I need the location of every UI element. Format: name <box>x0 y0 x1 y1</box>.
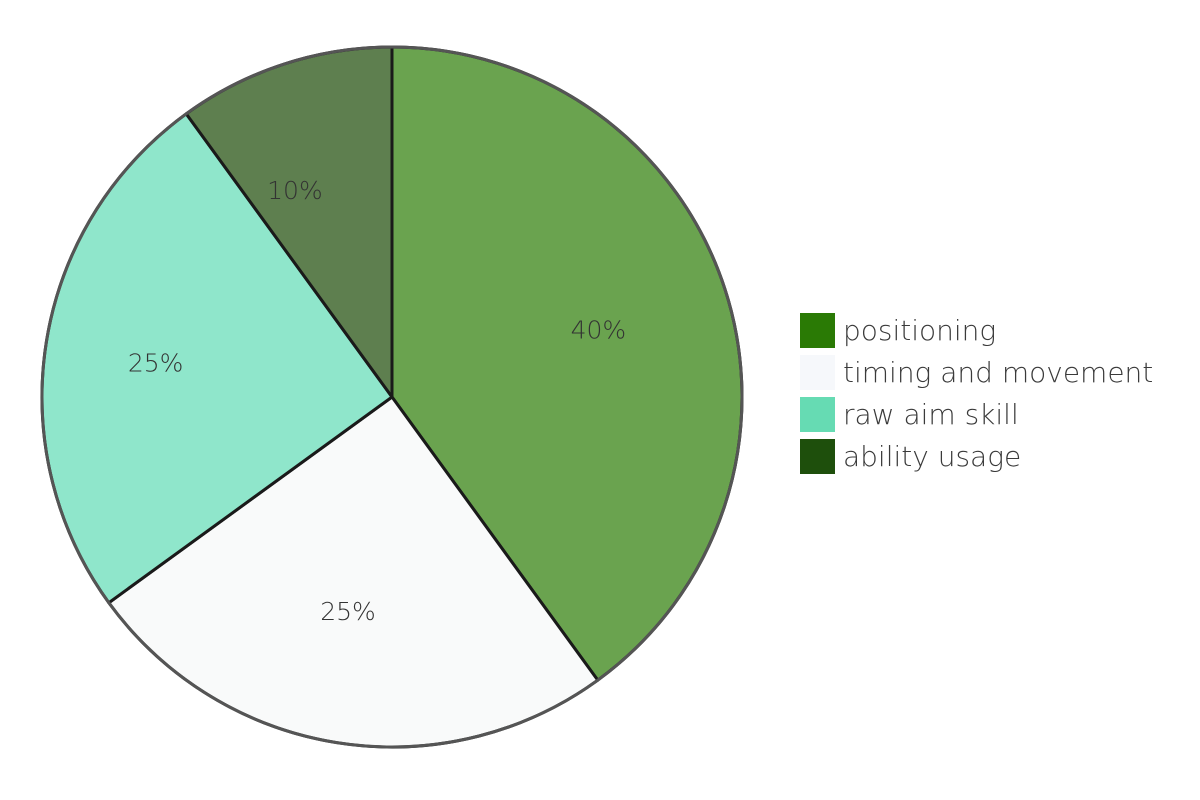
pie-slices <box>40 45 744 749</box>
legend-item-raw-aim-skill: raw aim skill <box>800 397 1019 432</box>
slice-label-positioning: 40% <box>571 315 627 344</box>
legend-swatch <box>800 397 835 432</box>
slice-label-timing-and-movement: 25% <box>320 597 376 626</box>
legend-label: raw aim skill <box>843 398 1019 431</box>
pie-outline <box>40 45 744 749</box>
legend-swatch <box>800 439 835 474</box>
legend: positioning timing and movement raw aim sk… <box>800 313 1153 474</box>
slice-label-raw-aim-skill: 25% <box>128 349 184 378</box>
legend-item-timing-and-movement: timing and movement <box>800 355 1153 390</box>
slice-label-ability-usage: 10% <box>267 176 323 205</box>
legend-label: ability usage <box>843 440 1021 473</box>
legend-label: timing and movement <box>843 356 1153 389</box>
legend-swatch <box>800 355 835 390</box>
pie-slice-labels: 40% 25% 25% 10% <box>128 176 626 626</box>
legend-item-positioning: positioning <box>800 313 996 348</box>
legend-label: positioning <box>843 314 996 347</box>
legend-swatch <box>800 313 835 348</box>
legend-item-ability-usage: ability usage <box>800 439 1021 474</box>
